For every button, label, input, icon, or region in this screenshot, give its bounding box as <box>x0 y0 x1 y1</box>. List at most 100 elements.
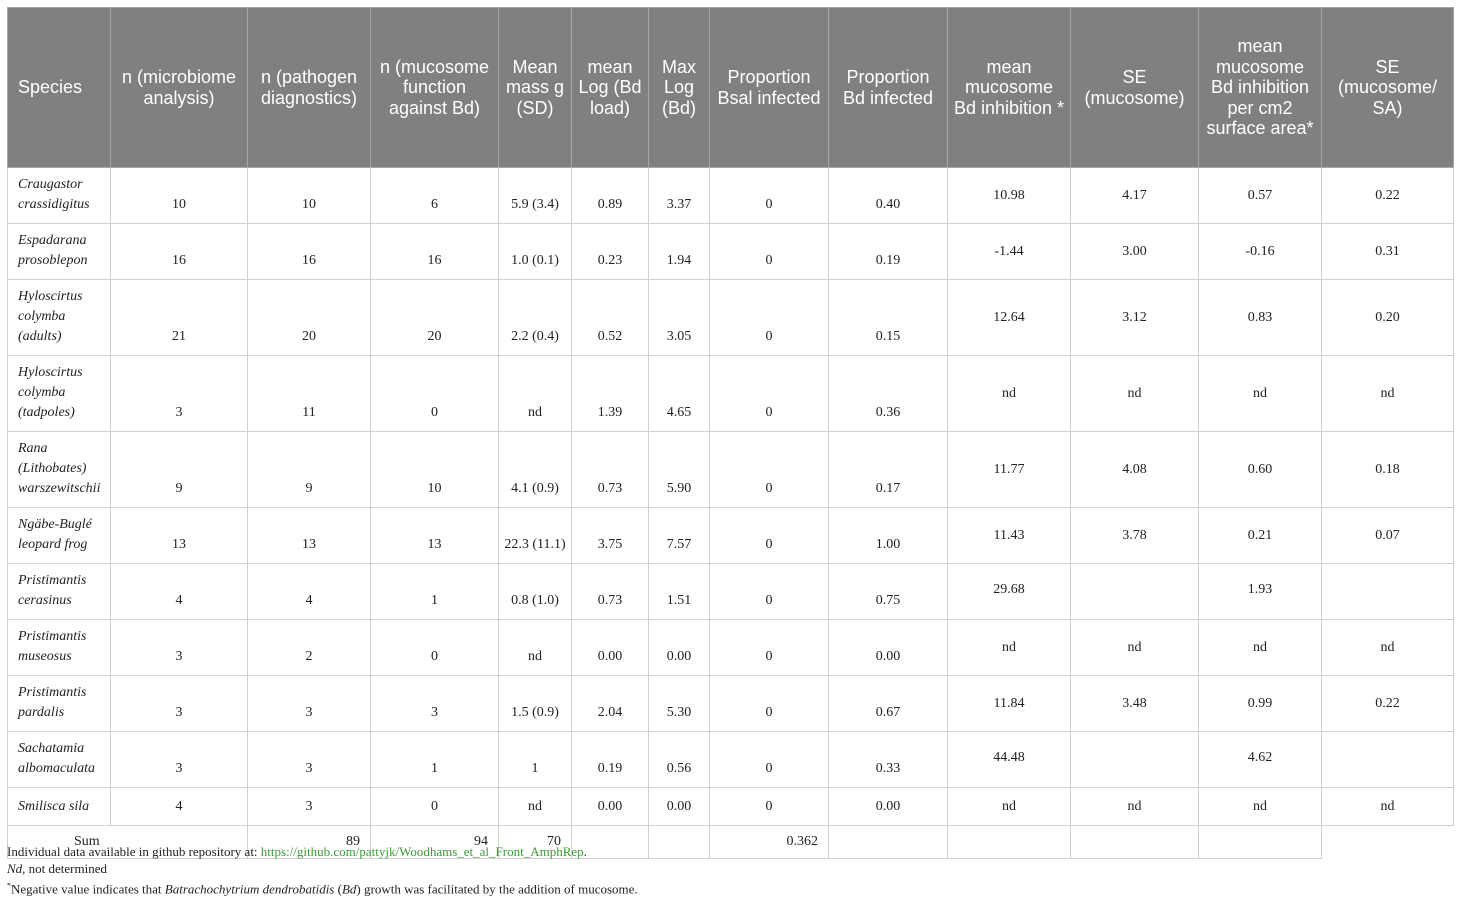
sum-row: Sum 89 94 70 0.362 <box>7 825 1454 859</box>
table-notes: Individual data available in github repo… <box>7 843 1453 897</box>
se-sa-cell: 0.22 <box>1321 675 1454 732</box>
se-cell: nd <box>1070 619 1199 676</box>
table-row: Pristimantis pardalis 3 3 3 1.5 (0.9) 2.… <box>7 675 1454 732</box>
n-microbiome-cell: 3 <box>110 731 248 788</box>
header-prop-bd: Proportion Bd infected <box>828 7 948 168</box>
nd-definition: , not determined <box>22 861 108 876</box>
table-row: Smilisca sila 4 3 0 nd 0.00 0.00 0 0.00 … <box>7 787 1454 826</box>
n-microbiome-cell: 16 <box>110 223 248 280</box>
se-sa-cell: 0.31 <box>1321 223 1454 280</box>
mass-cell: nd <box>498 619 572 676</box>
header-mean-mass: Mean mass g (SD) <box>498 7 572 168</box>
header-se-mucosome-sa: SE (mucosome/ SA) <box>1321 7 1454 168</box>
repo-note: Individual data available in github repo… <box>7 843 1453 860</box>
se-cell: 3.12 <box>1070 279 1199 356</box>
bsal-cell: 0 <box>709 279 829 356</box>
mean-log-cell: 0.00 <box>571 787 649 826</box>
mean-log-cell: 0.00 <box>571 619 649 676</box>
se-sa-cell <box>1321 563 1454 620</box>
bsal-cell: 0 <box>709 619 829 676</box>
n-microbiome-cell: 3 <box>110 355 248 432</box>
bsal-cell: 0 <box>709 167 829 224</box>
data-table-container: Species n (microbiome analysis) n (patho… <box>7 7 1454 859</box>
n-mucosome-cell: 0 <box>370 619 499 676</box>
max-log-cell: 0.56 <box>648 731 710 788</box>
n-pathogen-cell: 16 <box>247 223 371 280</box>
max-log-cell: 0.00 <box>648 619 710 676</box>
repo-note-prefix: Individual data available in github repo… <box>7 844 261 859</box>
mean-log-cell: 0.73 <box>571 563 649 620</box>
species-cell: Hyloscirtus colymba (tadpoles) <box>7 355 111 432</box>
max-log-cell: 4.65 <box>648 355 710 432</box>
n-pathogen-cell: 2 <box>247 619 371 676</box>
mass-cell: 1.0 (0.1) <box>498 223 572 280</box>
sum-label: Sum <box>7 825 248 859</box>
mass-cell: 1 <box>498 731 572 788</box>
n-pathogen-cell: 11 <box>247 355 371 432</box>
bd-cell: 0.17 <box>828 431 948 508</box>
species-cell: Rana (Lithobates) warszewitschii <box>7 431 111 508</box>
inhibition-cell: nd <box>947 787 1071 826</box>
mean-log-cell: 0.23 <box>571 223 649 280</box>
bd-cell: 0.00 <box>828 787 948 826</box>
inhibition-sa-cell: nd <box>1198 619 1322 676</box>
mass-cell: 5.9 (3.4) <box>498 167 572 224</box>
mass-cell: 4.1 (0.9) <box>498 431 572 508</box>
table-row: Pristimantis museosus 3 2 0 nd 0.00 0.00… <box>7 619 1454 676</box>
max-log-cell: 3.37 <box>648 167 710 224</box>
max-log-cell: 1.51 <box>648 563 710 620</box>
max-log-cell: 3.05 <box>648 279 710 356</box>
bd-cell: 0.40 <box>828 167 948 224</box>
inhibition-sa-cell: 0.60 <box>1198 431 1322 508</box>
se-sa-cell: 0.20 <box>1321 279 1454 356</box>
species-cell: Smilisca sila <box>7 787 111 826</box>
bsal-cell: 0 <box>709 223 829 280</box>
se-cell: 4.17 <box>1070 167 1199 224</box>
n-mucosome-cell: 3 <box>370 675 499 732</box>
n-pathogen-cell: 10 <box>247 167 371 224</box>
mean-log-cell: 3.75 <box>571 507 649 564</box>
bsal-cell: 0 <box>709 355 829 432</box>
species-cell: Ngäbe-Buglé leopard frog <box>7 507 111 564</box>
table-row: Rana (Lithobates) warszewitschii 9 9 10 … <box>7 431 1454 508</box>
sum-bsal: 0.362 <box>709 825 829 859</box>
sum-empty-bd <box>828 825 948 859</box>
inhibition-cell: 11.84 <box>947 675 1071 732</box>
mean-log-cell: 0.19 <box>571 731 649 788</box>
header-species: Species <box>7 7 111 168</box>
mean-log-cell: 0.73 <box>571 431 649 508</box>
se-cell <box>1070 731 1199 788</box>
n-microbiome-cell: 13 <box>110 507 248 564</box>
footnote-abbr: Bd <box>341 881 357 897</box>
header-mucosome-inhibition: mean mucosome Bd inhibition * <box>947 7 1071 168</box>
footnote-text-a: Negative value indicates that <box>11 881 165 897</box>
se-cell <box>1070 563 1199 620</box>
n-microbiome-cell: 21 <box>110 279 248 356</box>
se-cell: nd <box>1070 355 1199 432</box>
se-sa-cell: nd <box>1321 787 1454 826</box>
se-sa-cell: 0.07 <box>1321 507 1454 564</box>
github-repo-link[interactable]: https://github.com/pattyjk/Woodhams_et_a… <box>260 844 584 859</box>
inhibition-cell: 11.43 <box>947 507 1071 564</box>
se-cell: 4.08 <box>1070 431 1199 508</box>
se-cell: 3.48 <box>1070 675 1199 732</box>
species-cell: Craugastor crassidigitus <box>7 167 111 224</box>
footnote-species: Batrachochytrium dendrobatidis <box>164 881 335 897</box>
bsal-cell: 0 <box>709 507 829 564</box>
header-max-log-bd: Max Log (Bd) <box>648 7 710 168</box>
inhibition-sa-cell: 1.93 <box>1198 563 1322 620</box>
bsal-cell: 0 <box>709 787 829 826</box>
species-cell: Espadarana prosoblepon <box>7 223 111 280</box>
inhibition-cell: 29.68 <box>947 563 1071 620</box>
header-n-pathogen: n (pathogen diagnostics) <box>247 7 371 168</box>
table-row: Pristimantis cerasinus 4 4 1 0.8 (1.0) 0… <box>7 563 1454 620</box>
max-log-cell: 0.00 <box>648 787 710 826</box>
inhibition-sa-cell: 0.99 <box>1198 675 1322 732</box>
header-row: Species n (microbiome analysis) n (patho… <box>7 7 1454 168</box>
inhibition-sa-cell: nd <box>1198 787 1322 826</box>
nd-note: Nd, not determined <box>7 860 1453 877</box>
footnote-text-b: ( <box>334 881 342 897</box>
se-sa-cell: nd <box>1321 355 1454 432</box>
mass-cell: 2.2 (0.4) <box>498 279 572 356</box>
header-n-mucosome: n (mucosome function against Bd) <box>370 7 499 168</box>
